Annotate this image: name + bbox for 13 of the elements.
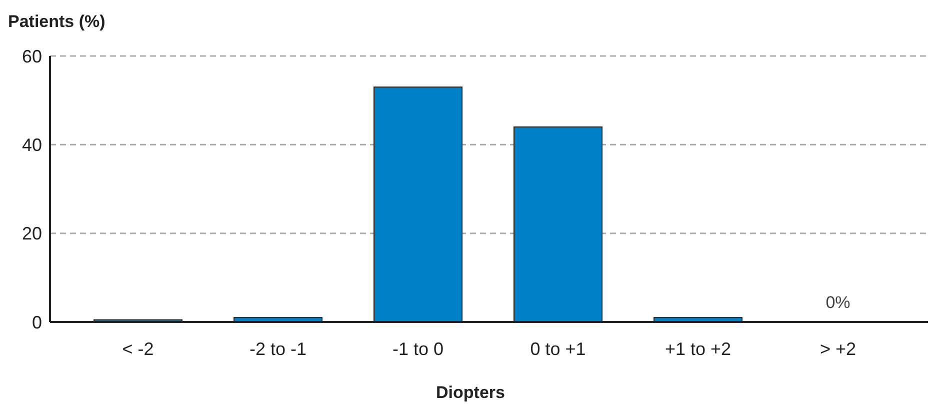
- x-tick-label: 0 to +1: [530, 338, 586, 359]
- y-tick-label: 20: [22, 224, 42, 244]
- y-tick-label: 0: [32, 312, 42, 332]
- data-label: 0%: [826, 293, 850, 312]
- x-tick-label: -1 to 0: [392, 338, 444, 359]
- y-tick-label: 60: [22, 46, 42, 66]
- y-axis-title: Patients (%): [8, 12, 106, 32]
- x-tick-label: < -2: [122, 338, 154, 359]
- x-tick-label: +1 to +2: [664, 338, 732, 359]
- x-tick-label: > +2: [820, 338, 856, 359]
- x-axis-title: Diopters: [435, 383, 506, 403]
- x-tick-label: -2 to -1: [249, 338, 307, 359]
- y-tick-label: 40: [22, 135, 42, 156]
